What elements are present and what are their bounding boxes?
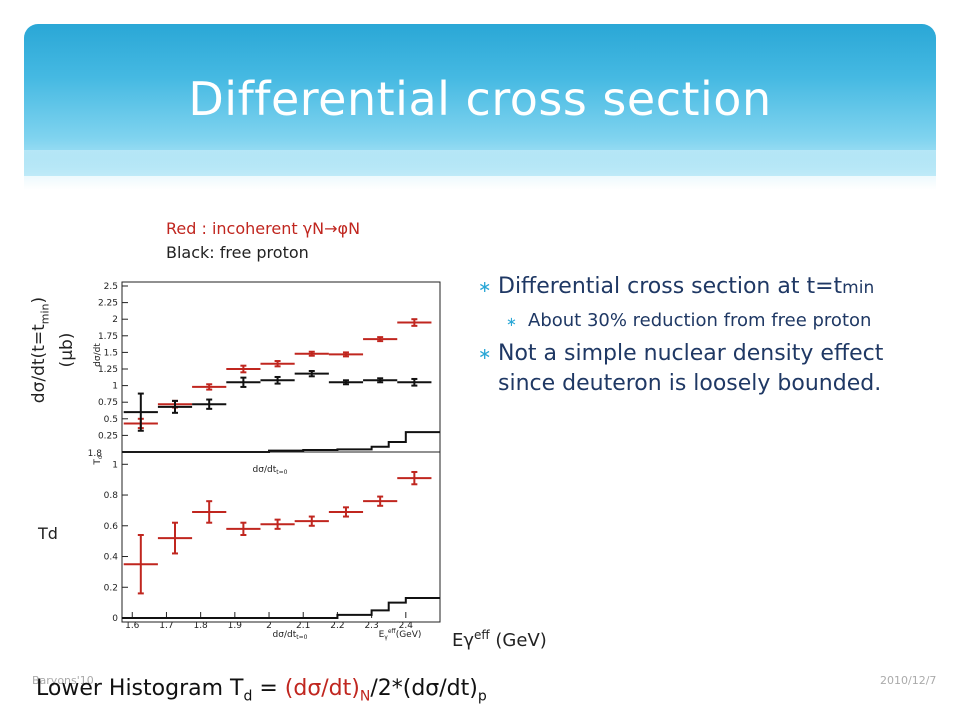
data-point [363,377,398,384]
data-point [260,360,295,368]
eq-numerator: (dσ/dt) [284,676,360,701]
data-point [363,336,398,343]
lower-inplot-xlabel-right: Eγeff(GeV) [379,628,422,641]
footer-right: 2010/12/7 [880,674,937,687]
x-tick-label: 1.9 [228,621,243,631]
x-tick-label: 1.7 [159,621,173,631]
x-axis-label-unit: (GeV) [489,630,547,651]
data-point [123,392,158,432]
eq-equals: = [252,676,285,701]
legend-note: Red : incoherent γN→φN Black: free proto… [166,217,360,265]
bullet-2-text: Not a simple nuclear density effect sinc… [498,341,884,396]
data-point [192,383,227,391]
eq-prefix-sub: d [243,688,253,705]
data-point [294,515,329,527]
footer-left: Baryons'10 [32,674,94,687]
y-tick-label: 1.25 [98,365,118,375]
td-label: Td [38,524,58,543]
legend-black-text: Black: free proton [166,243,309,262]
eq-prefix: Lower Histogram T [36,676,244,701]
bullet-1-child-text: About 30% reduction from free proton [528,310,872,331]
data-point [192,500,227,524]
lower-inplot-xlabel: dσ/dtt=0 [273,630,308,641]
x-tick-label: 1.6 [125,621,140,631]
data-point [363,495,398,507]
bullet-star-icon: ∗ [506,315,517,330]
eq-denominator-sub: p [477,688,487,705]
data-point [157,399,193,414]
lower-inplot-title: dσ/dtt=0 [253,465,288,476]
data-point [226,364,261,374]
x-axis-label: Eγeff (GeV) [452,628,547,651]
y-tick-label: 0.25 [98,431,118,441]
bullet-1-text: Differential cross section at t=t [498,274,843,299]
y-tick-label: 0.75 [98,398,118,408]
bullet-1: ∗ Differential cross section at t=tmin [478,272,928,303]
y-tick-label: 0.6 [104,522,119,532]
y-tick-label: 0 [112,614,118,624]
data-point [328,351,364,358]
eq-mid: /2*(dσ/dt) [370,676,478,701]
x-tick-label: 2 [266,621,272,631]
x-tick-label: 2.3 [364,621,378,631]
y-tick-label: 0.8 [104,491,119,501]
histogram-line [122,597,440,619]
bullet-star-icon: ∗ [478,344,492,363]
data-point [397,377,432,387]
data-point [226,521,261,536]
data-point [260,518,295,530]
bullet-2: ∗ Not a simple nuclear density effect si… [478,339,928,399]
lower-histogram-equation: Lower Histogram Td = (dσ/dt)N/2*(dσ/dt)p [36,676,487,704]
data-point [328,379,364,386]
y-tick-label: 0.4 [104,553,119,563]
bullet-star-icon: ∗ [478,277,492,296]
y-tick-label: 0.2 [104,583,118,593]
upper-inplot-ylabel: dσ/dt [93,343,103,367]
y-tick-label: 1.5 [104,348,118,358]
x-tick-label: 1.8 [193,621,208,631]
data-point [157,521,193,555]
data-point [123,534,158,595]
data-point [328,506,364,518]
eq-numerator-sub: N [359,688,371,705]
y-tick-label: 1 [112,460,118,470]
data-point [397,318,432,327]
y-tick-label: 2.5 [104,282,118,292]
y-tick-label: 2.25 [98,299,118,309]
y-tick-label: 0.5 [104,415,118,425]
x-tick-label: 2.1 [296,621,310,631]
slide-title: Differential cross section [188,72,772,126]
data-point [260,375,295,385]
lower-panel: 0 0.2 0.4 0.6 0.8 1 1.6 1.7 1.8 1.9 2 2.1 2.2 2.3 2.4 [104,451,440,631]
data-point [192,398,227,410]
x-axis-label-main: Eγ [452,630,475,651]
bullet-1-child: ∗ About 30% reduction from free proton [478,309,928,333]
bullet-1-sub: min [842,278,875,298]
title-banner-fade [24,150,936,190]
x-tick-label: 2.4 [399,621,414,631]
lower-inplot-ylabel: Td [93,455,104,466]
x-axis-label-sup: eff [474,628,490,642]
data-point [294,350,329,357]
data-point [397,470,432,486]
y-tick-label: 2 [112,315,118,325]
data-point [226,376,261,388]
y-tick-label: 1.75 [98,332,118,342]
y-tick-label: 1 [112,382,118,392]
data-point [294,369,329,378]
upper-bottom-tick-label: 1.8 [88,449,103,459]
x-tick-label: 2.2 [330,621,344,631]
legend-red-text: Red : incoherent γN→φN [166,219,361,238]
bullet-list: ∗ Differential cross section at t=tmin ∗… [478,272,928,405]
upper-panel: 0.25 0.5 0.75 1 1.25 1.5 1.75 2 2.25 2.5 [98,282,440,453]
